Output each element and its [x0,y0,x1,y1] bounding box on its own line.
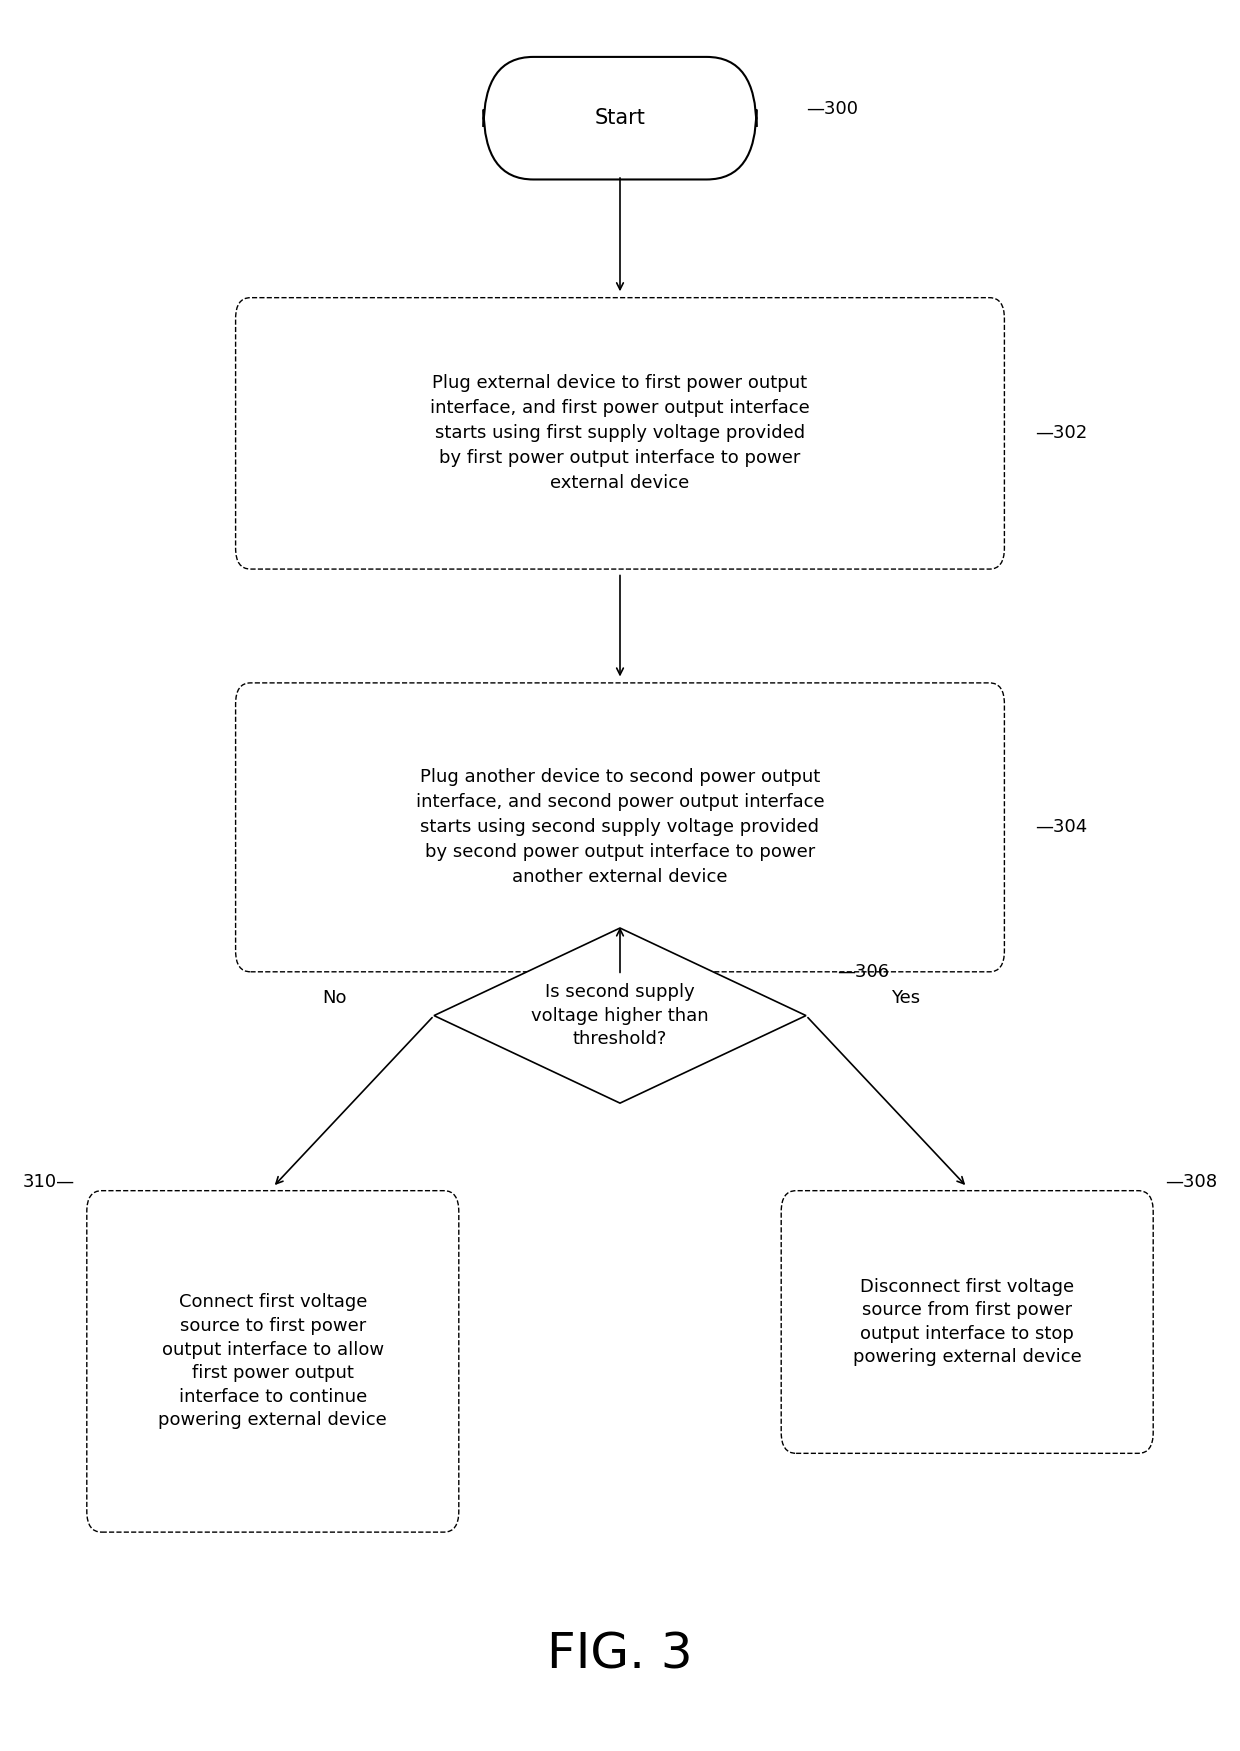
Text: 310—: 310— [22,1173,74,1191]
Text: —300: —300 [806,100,858,119]
Text: No: No [322,989,347,1007]
Text: Start: Start [594,109,646,128]
Text: Plug another device to second power output
interface, and second power output in: Plug another device to second power outp… [415,769,825,886]
Text: Disconnect first voltage
source from first power
output interface to stop
poweri: Disconnect first voltage source from fir… [853,1278,1081,1366]
Text: —306: —306 [837,963,889,981]
Text: —304: —304 [1035,818,1087,837]
Text: —302: —302 [1035,424,1087,443]
Text: Plug external device to first power output
interface, and first power output int: Plug external device to first power outp… [430,375,810,492]
Text: Is second supply
voltage higher than
threshold?: Is second supply voltage higher than thr… [531,982,709,1049]
Text: FIG. 3: FIG. 3 [547,1630,693,1679]
FancyBboxPatch shape [484,58,756,180]
Text: Connect first voltage
source to first power
output interface to allow
first powe: Connect first voltage source to first po… [159,1294,387,1429]
Text: —308: —308 [1166,1173,1218,1191]
Polygon shape [434,928,806,1103]
Text: Yes: Yes [890,989,920,1007]
FancyBboxPatch shape [781,1191,1153,1453]
FancyBboxPatch shape [236,298,1004,569]
FancyBboxPatch shape [87,1191,459,1532]
FancyBboxPatch shape [236,683,1004,972]
